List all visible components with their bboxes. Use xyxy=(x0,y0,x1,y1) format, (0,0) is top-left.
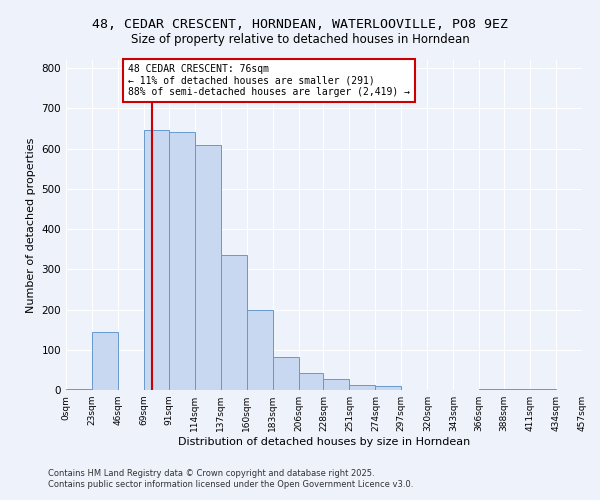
X-axis label: Distribution of detached houses by size in Horndean: Distribution of detached houses by size … xyxy=(178,437,470,447)
Text: 48 CEDAR CRESCENT: 76sqm
← 11% of detached houses are smaller (291)
88% of semi-: 48 CEDAR CRESCENT: 76sqm ← 11% of detach… xyxy=(128,64,410,97)
Bar xyxy=(349,385,376,390)
Bar xyxy=(66,389,92,390)
Bar xyxy=(504,389,530,390)
Text: Size of property relative to detached houses in Horndean: Size of property relative to detached ho… xyxy=(131,32,469,46)
Bar xyxy=(530,389,556,390)
Text: Contains HM Land Registry data © Crown copyright and database right 2025.: Contains HM Land Registry data © Crown c… xyxy=(48,468,374,477)
Text: 48, CEDAR CRESCENT, HORNDEAN, WATERLOOVILLE, PO8 9EZ: 48, CEDAR CRESCENT, HORNDEAN, WATERLOOVI… xyxy=(92,18,508,30)
Bar xyxy=(144,130,169,390)
Y-axis label: Number of detached properties: Number of detached properties xyxy=(26,138,36,312)
Bar xyxy=(195,144,221,390)
Bar xyxy=(92,332,118,390)
Bar xyxy=(323,379,349,390)
Bar xyxy=(376,386,401,390)
Text: Contains public sector information licensed under the Open Government Licence v3: Contains public sector information licen… xyxy=(48,480,413,489)
Bar xyxy=(221,255,247,390)
Bar xyxy=(272,357,299,390)
Bar xyxy=(299,373,323,390)
Bar xyxy=(169,132,195,390)
Bar xyxy=(247,310,272,390)
Bar xyxy=(479,389,504,390)
